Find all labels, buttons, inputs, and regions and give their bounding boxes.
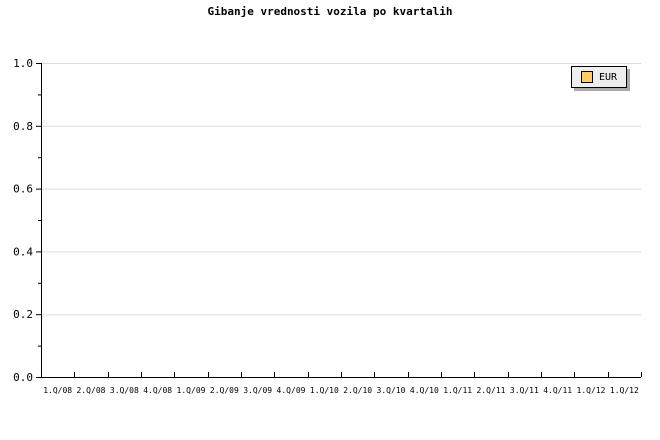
legend-swatch — [581, 71, 593, 83]
x-tick-label: 1.Q/09 — [177, 386, 206, 395]
y-tick-label: 0.2 — [13, 308, 33, 321]
x-tick-label: 4.Q/11 — [543, 386, 572, 395]
x-tick-label: 1.Q/08 — [43, 386, 72, 395]
x-tick-label: 2.Q/10 — [343, 386, 372, 395]
x-tick-label: 1.Q/10 — [310, 386, 339, 395]
x-tick-label: 1.Q/12 — [610, 386, 639, 395]
x-tick-label: 2.Q/11 — [477, 386, 506, 395]
y-tick-label: 0.8 — [13, 120, 33, 133]
x-tick-label: 4.Q/09 — [277, 386, 306, 395]
x-tick-label: 1.Q/12 — [577, 386, 606, 395]
x-tick-label: 2.Q/09 — [210, 386, 239, 395]
y-tick-label: 0.0 — [13, 371, 33, 384]
y-tick-label: 1.0 — [13, 57, 33, 70]
y-tick-label: 0.6 — [13, 183, 33, 196]
legend-label: EUR — [599, 71, 618, 83]
x-tick-label: 2.Q/08 — [77, 386, 106, 395]
chart-title: Gibanje vrednosti vozila po kvartalih — [207, 5, 453, 18]
x-tick-label: 3.Q/10 — [377, 386, 406, 395]
y-tick-label: 0.4 — [13, 245, 33, 258]
x-tick-label: 4.Q/08 — [143, 386, 172, 395]
legend: EUR — [571, 66, 627, 88]
x-tick-label: 3.Q/11 — [510, 386, 539, 395]
x-tick-label: 3.Q/08 — [110, 386, 139, 395]
x-tick-label: 4.Q/10 — [410, 386, 439, 395]
x-tick-label: 1.Q/11 — [443, 386, 472, 395]
x-tick-label: 3.Q/09 — [243, 386, 272, 395]
